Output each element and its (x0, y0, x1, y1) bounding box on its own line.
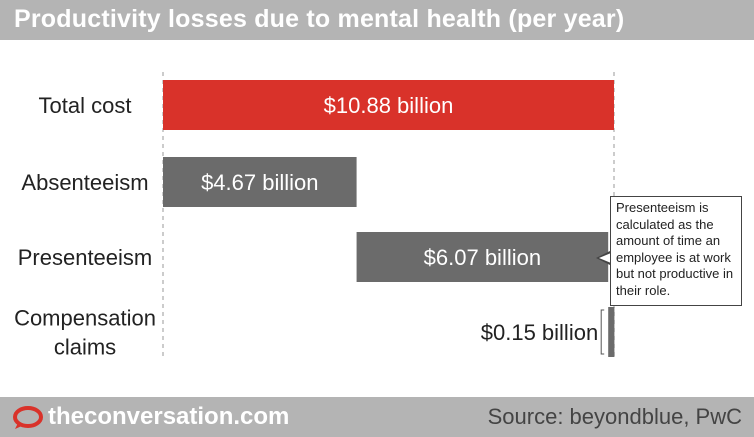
category-label-compensation-claims: Compensation claims (14, 306, 156, 360)
bar-compensation-claims (608, 307, 615, 357)
value-label-presenteeism: $6.07 billion (424, 245, 541, 270)
callout-pointer-fill (599, 253, 611, 263)
title-bar: Productivity losses due to mental health… (0, 0, 754, 40)
footer: theconversation.com Source: beyondblue, … (0, 397, 754, 437)
value-label-total-cost: $10.88 billion (324, 93, 454, 118)
category-label-presenteeism: Presenteeism (18, 245, 153, 270)
speech-bubble-icon (13, 406, 43, 429)
value-label-compensation-claims: $0.15 billion (481, 320, 598, 345)
chart: $10.88 billion Total cost $4.67 billion Abs… (14, 72, 615, 360)
chart-title: Productivity losses due to mental health… (14, 5, 625, 33)
value-bracket-compensation-claims (600, 309, 605, 355)
presenteeism-annotation: Presenteeism is calculated as the amount… (610, 196, 742, 306)
brand-name: theconversation.com (48, 403, 290, 430)
bar-total-cost (163, 80, 614, 130)
value-label-absenteeism: $4.67 billion (201, 170, 318, 195)
bar-absenteeism (163, 157, 357, 207)
category-label-total-cost: Total cost (39, 93, 132, 118)
category-label-absenteeism: Absenteeism (21, 170, 148, 195)
bar-presenteeism (356, 232, 609, 282)
source-credit: Source: beyondblue, PwC (487, 404, 742, 429)
